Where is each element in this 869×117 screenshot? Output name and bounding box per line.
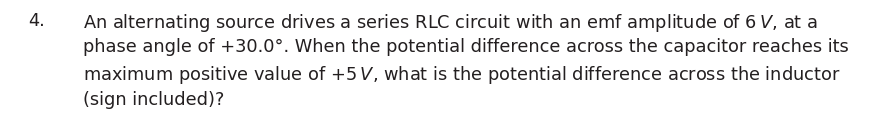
Text: An alternating source drives a series RLC circuit with an emf amplitude of 6 $V$: An alternating source drives a series RL…	[83, 12, 817, 34]
Text: maximum positive value of +5 $V$, what is the potential difference across the in: maximum positive value of +5 $V$, what i…	[83, 64, 839, 86]
Text: phase angle of +30.0°. When the potential difference across the capacitor reache: phase angle of +30.0°. When the potentia…	[83, 38, 847, 56]
Text: (sign included)?: (sign included)?	[83, 91, 224, 109]
Text: 4.: 4.	[28, 12, 44, 30]
